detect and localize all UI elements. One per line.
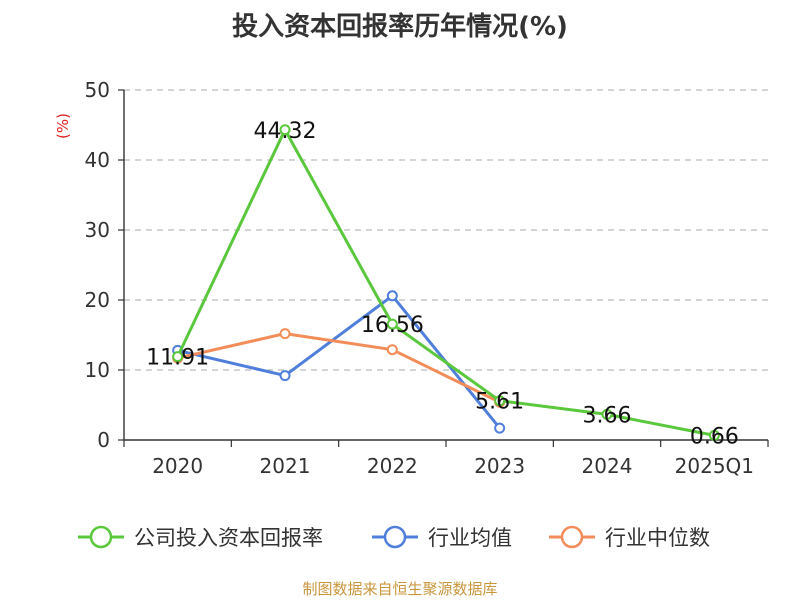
source-note: 制图数据来自恒生聚源数据库	[302, 580, 498, 598]
data-label: 0.66	[690, 424, 739, 449]
data-label: 3.66	[583, 403, 632, 428]
data-label: 44.32	[254, 119, 317, 144]
data-point	[279, 328, 291, 340]
data-point	[279, 124, 291, 136]
data-point	[386, 290, 398, 302]
x-tick-label: 2021	[260, 454, 311, 478]
data-point	[279, 370, 291, 382]
y-tick-label: 50	[85, 78, 110, 102]
data-point	[172, 351, 184, 363]
y-axis-unit-label: (%)	[54, 113, 72, 139]
data-point	[601, 408, 613, 420]
legend-swatch-marker	[560, 525, 584, 549]
series-line	[176, 128, 715, 437]
x-tick-label: 2022	[367, 454, 418, 478]
legend-label: 公司投入资本回报率	[134, 526, 323, 550]
x-tick-label: 2025Q1	[675, 454, 754, 478]
data-label: 5.61	[475, 390, 524, 415]
data-point	[386, 344, 398, 356]
chart-title: 投入资本回报率历年情况(%)	[232, 12, 568, 42]
x-tick-label: 2023	[474, 454, 525, 478]
data-point	[386, 318, 398, 330]
legend-swatch-marker	[89, 525, 113, 549]
data-point	[494, 395, 506, 407]
legend-label: 行业均值	[428, 526, 512, 550]
x-tick-label: 2024	[582, 454, 633, 478]
y-tick-label: 0	[97, 428, 110, 452]
legend-label: 行业中位数	[605, 526, 710, 550]
data-point	[708, 429, 720, 441]
series-line	[177, 294, 501, 430]
y-tick-label: 20	[85, 288, 110, 312]
y-tick-label: 40	[85, 148, 110, 172]
series-line	[177, 332, 501, 404]
data-label: 11.91	[146, 346, 209, 371]
x-tick-label: 2020	[152, 454, 203, 478]
y-tick-label: 10	[85, 358, 110, 382]
legend-swatch-marker	[383, 525, 407, 549]
data-label: 16.56	[361, 313, 424, 338]
y-tick-label: 30	[85, 218, 110, 242]
data-point	[494, 422, 506, 434]
